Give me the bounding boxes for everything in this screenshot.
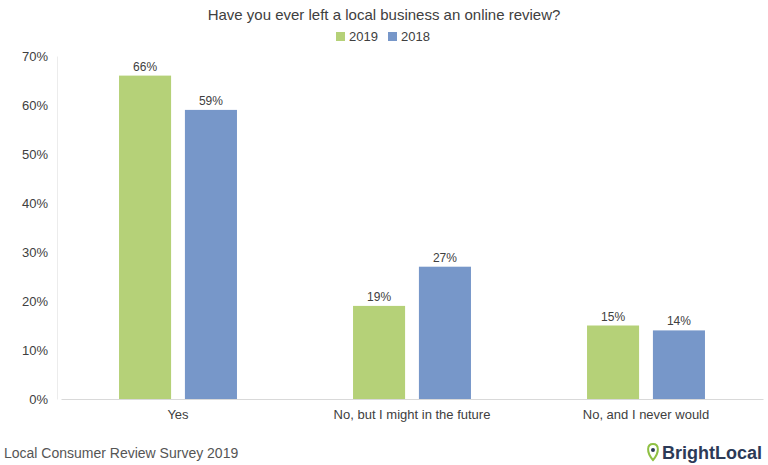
x-axis-line bbox=[62, 399, 764, 400]
y-tick-label: 10% bbox=[22, 343, 48, 358]
y-tick: 30% bbox=[22, 245, 57, 260]
legend-swatch bbox=[336, 32, 345, 41]
bar bbox=[587, 326, 639, 400]
y-axis-line bbox=[57, 57, 58, 400]
brand: BrightLocal bbox=[662, 443, 762, 463]
data-labels: 66% 19% 15% 59% 27% 14% bbox=[133, 60, 691, 329]
x-tick-label: Yes bbox=[167, 407, 189, 422]
x-axis: Yes No, but I might in the future No, and … bbox=[62, 399, 764, 422]
data-label: 66% bbox=[133, 60, 157, 74]
y-tick: 50% bbox=[22, 147, 57, 162]
bars bbox=[119, 76, 705, 399]
y-tick-label: 60% bbox=[22, 98, 48, 113]
bar bbox=[353, 306, 405, 399]
data-label: 19% bbox=[367, 290, 391, 304]
bar bbox=[653, 330, 705, 399]
x-tick: No, but I might in the future bbox=[334, 399, 491, 422]
y-tick: 0% bbox=[29, 392, 57, 407]
legend-swatch bbox=[388, 32, 397, 41]
y-tick-label: 50% bbox=[22, 147, 48, 162]
legend-label: 2019 bbox=[349, 29, 378, 44]
y-tick-label: 0% bbox=[29, 392, 48, 407]
chart: Have you ever left a local business an o… bbox=[0, 0, 768, 465]
bar bbox=[119, 76, 171, 399]
bar bbox=[419, 267, 471, 399]
brand-icon bbox=[648, 444, 658, 460]
legend-item: 2018 bbox=[388, 29, 430, 44]
brand-icon-dot bbox=[651, 448, 655, 452]
y-tick-label: 20% bbox=[22, 294, 48, 309]
x-tick: Yes bbox=[167, 399, 189, 422]
y-tick-label: 70% bbox=[22, 49, 48, 64]
bar bbox=[185, 110, 237, 399]
y-tick-label: 40% bbox=[22, 196, 48, 211]
x-tick: No, and I never would bbox=[583, 399, 709, 422]
x-tick-label: No, but I might in the future bbox=[334, 407, 491, 422]
y-axis: 0% 10% 20% 30% 40% 50% 60% 70% bbox=[22, 49, 58, 407]
y-tick: 40% bbox=[22, 196, 57, 211]
data-label: 59% bbox=[199, 94, 223, 108]
footer-caption: Local Consumer Review Survey 2019 bbox=[4, 445, 238, 461]
legend-item: 2019 bbox=[336, 29, 378, 44]
legend-label: 2018 bbox=[401, 29, 430, 44]
title: Have you ever left a local business an o… bbox=[208, 6, 561, 23]
y-tick: 60% bbox=[22, 98, 57, 113]
y-tick: 70% bbox=[22, 49, 57, 64]
y-tick: 10% bbox=[22, 343, 57, 358]
data-label: 27% bbox=[433, 251, 457, 265]
y-tick: 20% bbox=[22, 294, 57, 309]
legend: 2019 2018 bbox=[336, 29, 430, 44]
y-tick-label: 30% bbox=[22, 245, 48, 260]
data-label: 14% bbox=[667, 314, 691, 328]
x-tick-label: No, and I never would bbox=[583, 407, 709, 422]
data-label: 15% bbox=[601, 310, 625, 324]
